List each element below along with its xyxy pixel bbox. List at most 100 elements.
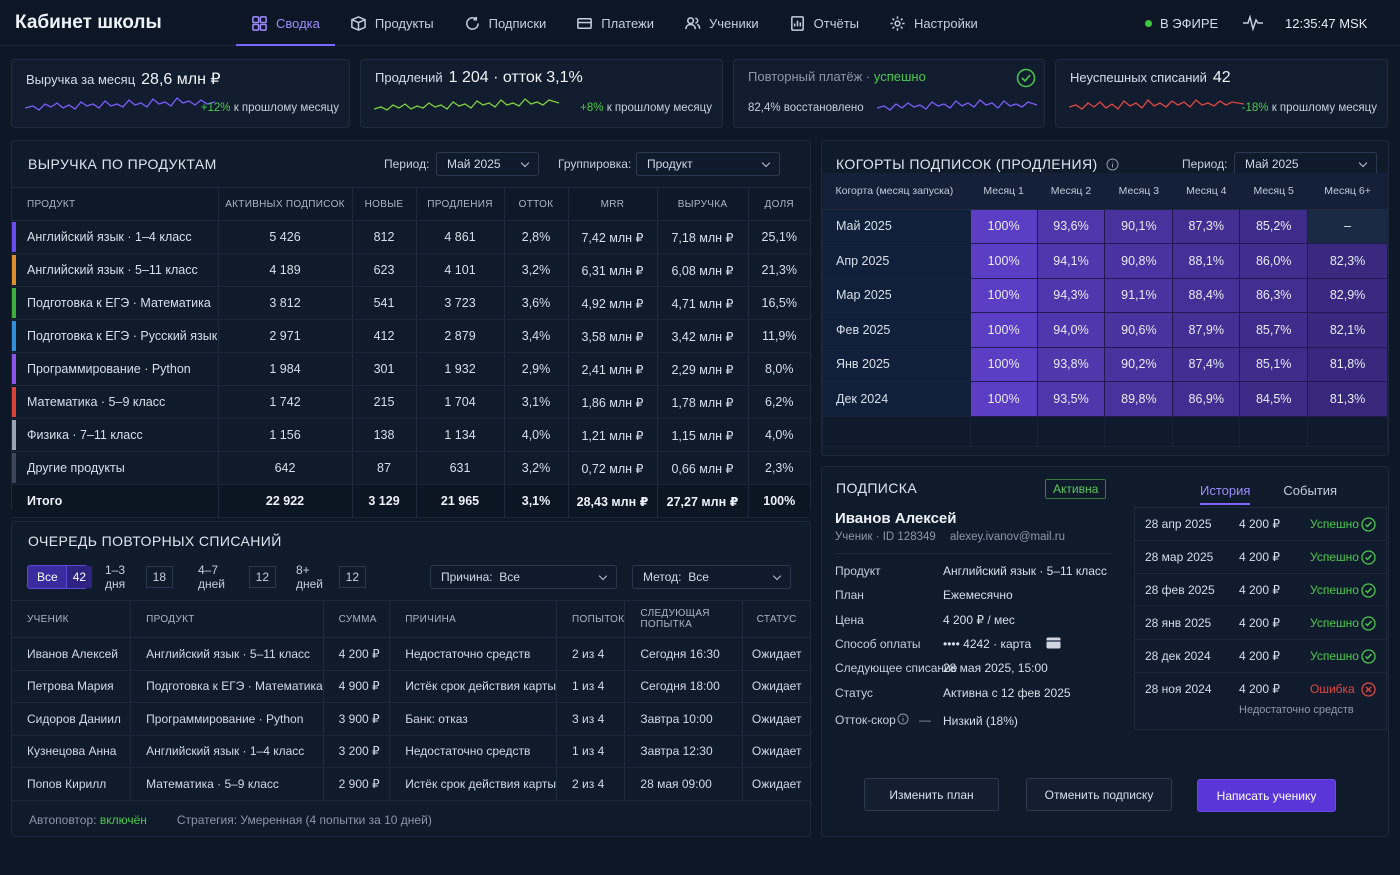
column-header[interactable]: ПРОДУКТ [12,187,219,221]
history-row[interactable]: 28 мар 2025 4 200 ₽ Успешно [1135,541,1386,574]
kpi-value: 28,6 млн ₽ [141,71,221,88]
table-row[interactable]: Программирование · Python 1 984 301 1 932 2,… [12,352,810,386]
cell-text: 4 101 [444,263,476,277]
column-header[interactable]: ПОПЫТОК [556,600,626,638]
cohort-period-select[interactable]: Май 2025 [1234,152,1377,176]
table-row[interactable]: Подготовка к ЕГЭ · Математика 3 812 541 3 7… [12,286,810,320]
table-row[interactable]: Другие продукты 642 87 631 3,2% 0,72 млн ₽ 0,6… [12,451,810,485]
cohort-cell: 84,5% [1239,381,1309,417]
table-row[interactable]: Кузнецова Анна Английский язык · 1–4 клас… [12,735,810,768]
queue-footer: Автоповтор: включён Стратегия: Умеренная … [29,813,432,827]
table-cell: 3,6% [504,286,569,320]
history-row[interactable]: 28 апр 2025 4 200 ₽ Успешно [1135,508,1386,541]
history-date: 28 дек 2024 [1145,649,1211,663]
table-row[interactable]: Иванов Алексей Английский язык · 5–11 кла… [12,637,810,671]
student-name: Иванов Алексей [835,510,957,527]
revenue-panel: ВЫРУЧКА ПО ПРОДУКТАМ Период: Май 2025 Гр… [11,140,811,518]
cell-text: 631 [449,461,471,475]
tab-events[interactable]: События [1283,483,1338,498]
table-cell: 1 742 [218,385,353,419]
method-filter[interactable]: Метод: Все [632,565,791,589]
column-header[interactable]: СУММА [323,600,391,638]
table-row[interactable]: Английский язык · 1–4 класс 5 426 812 4 861… [12,220,810,254]
table-cell: 3,4% [504,319,569,353]
reason-filter[interactable]: Причина: Все [430,565,617,589]
table-cell: 1,15 млн ₽ [657,418,749,452]
student-email[interactable]: alexey.ivanov@mail.ru [950,531,1066,543]
status-cell: Ожидает [742,637,810,671]
column-header[interactable]: MRR [568,187,658,221]
app-title: Кабинет школы [15,12,162,33]
column-header[interactable]: АКТИВНЫХ ПОДПИСОК [218,187,353,221]
filter-chip-all[interactable]: Все 42 [27,565,93,589]
table-cell: 2 из 4 [556,767,626,801]
column-header[interactable]: ВЫРУЧКА [657,187,749,221]
kpi-card-renewals: Продлений 1 204 · отток 3,1% +8% к прошло… [360,59,723,128]
column-header: Когорта (месяц запуска) [822,173,971,210]
cohort-cell: 86,9% [1172,381,1241,417]
nav-item-settings[interactable]: Настройки [874,0,993,46]
table-row[interactable]: Английский язык · 5–11 класс 4 189 623 4 10… [12,253,810,287]
cell-text: 812 [373,230,395,244]
message-student-button[interactable]: Написать ученику [1197,779,1336,812]
nav-item-students[interactable]: Ученики [669,0,774,46]
status-badge: Активна [1045,479,1107,499]
history-row[interactable]: 28 янв 2025 4 200 ₽ Успешно [1135,607,1386,640]
cell-text: 1 742 [269,395,301,409]
info-icon[interactable] [897,713,909,725]
info-icon[interactable] [1106,158,1119,171]
cell-text: 5 426 [269,230,301,244]
change-plan-button[interactable]: Изменить план [864,778,999,811]
status-cell: Ожидает [742,702,810,736]
cancel-subscription-button[interactable]: Отменить подписку [1026,778,1172,811]
cell-text: 6,2% [765,395,794,409]
history-row[interactable]: 28 фев 2025 4 200 ₽ Успешно [1135,574,1386,607]
tab-history[interactable]: История [1200,483,1251,505]
table-cell: Кузнецова Анна [12,735,132,768]
column-header[interactable]: ОТТОК [504,187,569,221]
nav-item-reports[interactable]: Отчёты [774,0,874,46]
table-row[interactable]: Сидоров Даниил Программирование · Python 3… [12,702,810,736]
cohort-row: Дек 2024 100% 93,5% 89,8% 86,9% 84,5% 81,3% [822,381,1388,417]
column-header[interactable]: СЛЕДУЮЩАЯ ПОПЫТКА [624,600,744,638]
column-header[interactable]: ДОЛЯ [748,187,810,221]
column-header[interactable]: СТАТУС [742,600,810,638]
nav-item-payments[interactable]: Платежи [561,0,669,46]
student-id: Ученик · ID 128349 [835,531,936,543]
column-header[interactable]: УЧЕНИК [12,600,132,638]
table-row[interactable]: Попов Кирилл Математика · 5–9 класс 2 900 … [12,767,810,801]
table-row[interactable]: Физика · 7–11 класс 1 156 138 1 134 4,0% 1,21… [12,418,810,452]
total-cell: 28,43 млн ₽ [568,484,658,518]
period-select[interactable]: Май 2025 [436,152,539,176]
column-header[interactable]: ПРОДЛЕНИЯ [416,187,505,221]
table-cell: Истёк срок действия карты [389,670,558,703]
filter-chip-4-7[interactable]: 4–7 дней 12 [197,563,277,591]
cohort-cell [1104,415,1174,447]
grouping-select[interactable]: Продукт [636,152,780,176]
gear-icon [890,15,905,31]
history-row[interactable]: 28 дек 2024 4 200 ₽ Успешно [1135,640,1386,673]
table-row[interactable]: Математика · 5–9 класс 1 742 215 1 704 3,1% 1… [12,385,810,419]
filter-chip-8-plus[interactable]: 8+ дней 12 [295,563,367,591]
history-status: Успешно [1310,550,1359,564]
cohort-cell: 82,3% [1307,243,1388,279]
table-row[interactable]: Петрова Мария Подготовка к ЕГЭ · Математи… [12,670,810,703]
panel-title: ПОДПИСКА [836,480,918,496]
cohort-cell: 90,6% [1104,312,1174,348]
column-header[interactable]: ПРИЧИНА [389,600,558,638]
table-cell: 2 из 4 [556,637,626,671]
column-header[interactable]: ПРОДУКТ [130,600,324,638]
table-row[interactable]: Подготовка к ЕГЭ · Русский язык 2 971 412 2… [12,319,810,353]
total-cell: 3 129 [352,484,417,518]
filter-chip-1-3[interactable]: 1–3 дня 18 [104,563,174,591]
column-header[interactable]: НОВЫЕ [352,187,417,221]
history-row[interactable]: 28 ноя 2024 4 200 ₽ Ошибка Недостаточно сре… [1135,673,1386,730]
nav-item-subscriptions[interactable]: Подписки [449,0,562,46]
nav-item-summary[interactable]: Сводка [236,0,335,46]
history-amount: 4 200 ₽ [1239,583,1280,597]
cohort-cell: 87,9% [1172,312,1241,348]
nav-item-products[interactable]: Продукты [335,0,449,46]
table-cell: Английский язык · 1–4 класс [12,220,219,254]
field-key: Цена [835,613,864,627]
cohort-cell: 85,7% [1239,312,1309,348]
